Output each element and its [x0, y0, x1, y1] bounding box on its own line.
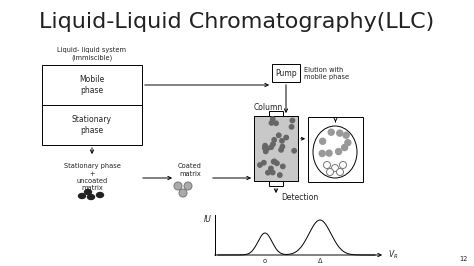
- Text: $V_R$: $V_R$: [388, 249, 399, 261]
- Text: Δ: Δ: [318, 258, 322, 264]
- Circle shape: [265, 146, 269, 151]
- Circle shape: [263, 146, 267, 150]
- Circle shape: [271, 117, 275, 121]
- Circle shape: [319, 151, 325, 156]
- Circle shape: [262, 160, 266, 165]
- Circle shape: [174, 182, 182, 190]
- Circle shape: [337, 168, 344, 176]
- Text: Stationary phase
+
uncoated
matrix: Stationary phase + uncoated matrix: [64, 163, 120, 192]
- Circle shape: [280, 144, 284, 149]
- Bar: [308, 117, 363, 182]
- Text: Mobile
phase: Mobile phase: [79, 75, 105, 95]
- Circle shape: [274, 121, 278, 126]
- Circle shape: [263, 143, 267, 148]
- Ellipse shape: [97, 193, 103, 197]
- Circle shape: [339, 161, 346, 168]
- Circle shape: [281, 164, 285, 169]
- Ellipse shape: [84, 189, 91, 194]
- Circle shape: [290, 118, 294, 123]
- Bar: [269, 111, 283, 116]
- Circle shape: [269, 166, 273, 171]
- Ellipse shape: [88, 194, 94, 200]
- Circle shape: [323, 161, 330, 168]
- Circle shape: [258, 163, 262, 167]
- Circle shape: [272, 159, 277, 164]
- Circle shape: [272, 138, 276, 142]
- Circle shape: [336, 149, 342, 155]
- Circle shape: [279, 148, 283, 152]
- Circle shape: [331, 164, 338, 172]
- Circle shape: [343, 132, 349, 138]
- Text: Column: Column: [254, 103, 283, 112]
- Circle shape: [264, 149, 268, 153]
- Circle shape: [342, 144, 347, 151]
- Circle shape: [345, 140, 351, 146]
- Text: 12: 12: [460, 256, 468, 262]
- Text: o: o: [263, 258, 267, 264]
- Text: Coated
matrix: Coated matrix: [178, 164, 202, 177]
- Circle shape: [327, 168, 334, 176]
- Circle shape: [271, 142, 275, 146]
- Circle shape: [292, 149, 296, 153]
- Circle shape: [276, 133, 281, 138]
- Bar: [272, 64, 300, 82]
- Text: IU: IU: [204, 215, 212, 225]
- Text: Detection: Detection: [281, 193, 318, 202]
- Circle shape: [269, 145, 273, 149]
- Circle shape: [284, 135, 288, 140]
- Text: Elution with
mobile phase: Elution with mobile phase: [304, 66, 349, 80]
- Text: Liquid- liquid system
(immiscible): Liquid- liquid system (immiscible): [57, 47, 127, 61]
- Bar: [254, 116, 298, 181]
- Bar: [42, 65, 142, 145]
- Circle shape: [269, 121, 273, 125]
- Circle shape: [271, 170, 275, 175]
- Ellipse shape: [313, 126, 357, 178]
- Circle shape: [278, 173, 282, 177]
- Circle shape: [289, 125, 294, 129]
- Text: Pump: Pump: [275, 69, 297, 77]
- Circle shape: [326, 150, 332, 156]
- Bar: [269, 181, 283, 186]
- Circle shape: [179, 189, 187, 197]
- Circle shape: [328, 129, 334, 135]
- Text: Stationary
phase: Stationary phase: [72, 115, 112, 135]
- Circle shape: [272, 160, 276, 164]
- Circle shape: [184, 182, 192, 190]
- Circle shape: [266, 171, 270, 175]
- Ellipse shape: [79, 193, 85, 198]
- Text: Liquid-Liquid Chromatography(LLC): Liquid-Liquid Chromatography(LLC): [39, 12, 435, 32]
- Circle shape: [337, 130, 343, 136]
- Circle shape: [319, 138, 326, 144]
- Circle shape: [275, 161, 279, 165]
- Circle shape: [280, 139, 284, 143]
